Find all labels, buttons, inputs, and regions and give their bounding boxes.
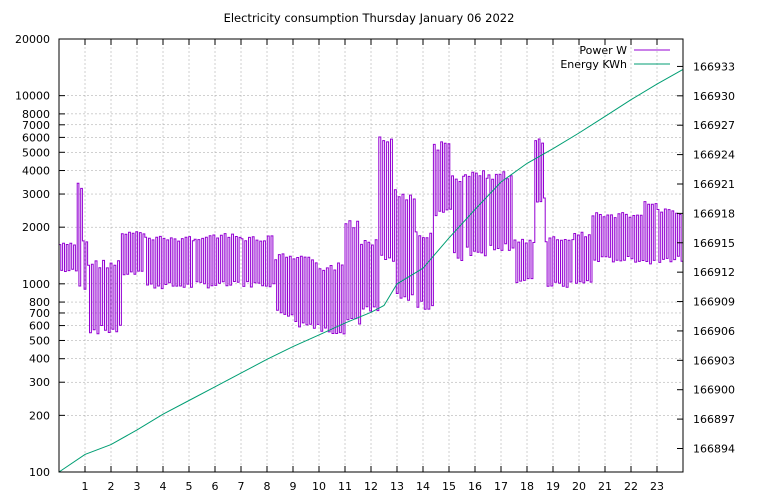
y-tick-label: 100 — [29, 466, 50, 479]
x-tick-label: 22 — [624, 480, 638, 493]
x-tick-label: 1 — [82, 480, 89, 493]
x-tick-label: 15 — [442, 480, 456, 493]
y2-tick-label: 166924 — [693, 149, 735, 162]
x-tick-label: 21 — [598, 480, 612, 493]
legend: Power W Energy KWh — [560, 44, 670, 71]
y-tick-label: 5000 — [22, 146, 50, 159]
y2-tick-label: 166930 — [693, 90, 735, 103]
y2-tick-label: 166894 — [693, 442, 735, 455]
x-tick-label: 19 — [546, 480, 560, 493]
y-tick-label: 8000 — [22, 108, 50, 121]
y2-tick-label: 166906 — [693, 325, 735, 338]
x-tick-label: 3 — [134, 480, 141, 493]
series-energy-line — [58, 68, 684, 473]
y-tick-label: 7000 — [22, 119, 50, 132]
x-tick-label: 17 — [494, 480, 508, 493]
y2-tick-label: 166900 — [693, 384, 735, 397]
y2-tick-label: 166918 — [693, 207, 735, 220]
y2-tick-label: 166909 — [693, 296, 735, 309]
y-tick-label: 600 — [29, 320, 50, 333]
x-tick-label: 5 — [186, 480, 193, 493]
series-power-line — [59, 136, 683, 335]
y2-tick-label: 166912 — [693, 266, 735, 279]
y-tick-label: 3000 — [22, 188, 50, 201]
x-tick-label: 8 — [264, 480, 271, 493]
x-tick-label: 20 — [572, 480, 586, 493]
y-tick-label: 200 — [29, 409, 50, 422]
x-tick-label: 14 — [416, 480, 430, 493]
y-tick-label: 10000 — [15, 90, 50, 103]
x-tick-label: 11 — [338, 480, 352, 493]
y2-tick-label: 166903 — [693, 354, 735, 367]
y-tick-label: 6000 — [22, 131, 50, 144]
x-tick-label: 9 — [290, 480, 297, 493]
x-tick-label: 7 — [238, 480, 245, 493]
y-tick-label: 500 — [29, 334, 50, 347]
x-tick-label: 10 — [312, 480, 326, 493]
plot-area — [58, 68, 684, 473]
legend-label-power: Power W — [579, 44, 627, 57]
y2-tick-label: 166915 — [693, 237, 735, 250]
y-tick-label: 300 — [29, 376, 50, 389]
x-tick-label: 13 — [390, 480, 404, 493]
legend-label-energy: Energy KWh — [560, 58, 627, 71]
y-tick-label: 4000 — [22, 165, 50, 178]
y-tick-label: 20000 — [15, 33, 50, 46]
y2-tick-label: 166897 — [693, 413, 735, 426]
x-tick-label: 16 — [468, 480, 482, 493]
y-tick-label: 2000 — [22, 221, 50, 234]
x-tick-label: 23 — [650, 480, 664, 493]
y-tick-label: 800 — [29, 296, 50, 309]
y2-tick-label: 166927 — [693, 119, 735, 132]
x-tick-label: 2 — [108, 480, 115, 493]
x-tick-label: 18 — [520, 480, 534, 493]
y2-tick-label: 166921 — [693, 178, 735, 191]
y-tick-label: 700 — [29, 307, 50, 320]
y2-tick-label: 166933 — [693, 60, 735, 73]
y-tick-label: 1000 — [22, 278, 50, 291]
x-tick-label: 4 — [160, 480, 167, 493]
x-tick-label: 6 — [212, 480, 219, 493]
x-tick-label: 12 — [364, 480, 378, 493]
chart-title: Electricity consumption Thursday January… — [224, 11, 515, 25]
y-tick-label: 400 — [29, 353, 50, 366]
